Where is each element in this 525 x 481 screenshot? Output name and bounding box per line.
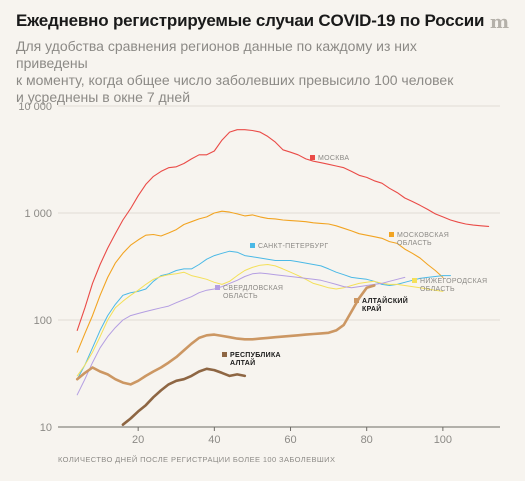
series-marker (354, 298, 359, 303)
series-line (76, 129, 490, 331)
x-tick-label: 80 (361, 434, 373, 446)
series-line (76, 272, 406, 396)
series-label: ОБЛАСТЬ (223, 293, 258, 300)
series-label: САНКТ-ПЕТЕРБУРГ (258, 243, 328, 250)
series-marker (222, 352, 227, 357)
x-tick-label: 100 (434, 434, 452, 446)
series-label: НИЖЕГОРОДСКАЯ (420, 278, 487, 285)
chart-subtitle: Для удобства сравнения регионов данные п… (16, 38, 486, 106)
chart-header: Ежедневно регистрируемые случаи COVID-19… (16, 10, 486, 106)
x-tick-label: 20 (132, 434, 144, 446)
series-marker (412, 278, 417, 283)
series-label: ОБЛАСТЬ (397, 240, 432, 247)
series-marker (389, 232, 394, 237)
y-tick-label: 100 (34, 315, 52, 327)
series-label: АЛТАЙСКИЙ (362, 296, 408, 305)
series-line (76, 210, 444, 353)
brand-logo-icon: m (489, 12, 509, 33)
series-label: АЛТАЙ (230, 358, 255, 367)
series-label: МОСКВА (318, 155, 349, 162)
series-line (76, 250, 451, 380)
chart-title: Ежедневно регистрируемые случаи COVID-19… (16, 11, 485, 30)
series-label: КРАЙ (362, 304, 382, 313)
series-label: МОСКОВСКАЯ (397, 232, 449, 239)
y-tick-label: 10 (40, 422, 52, 434)
subtitle-line: к моменту, когда общее число заболевших … (16, 72, 454, 88)
series-line (121, 367, 247, 426)
series-marker (250, 243, 255, 248)
series-marker (215, 285, 220, 290)
x-axis-label: КОЛИЧЕСТВО ДНЕЙ ПОСЛЕ РЕГИСТРАЦИИ БОЛЕЕ … (58, 455, 335, 464)
series-label: СВЕРДЛОВСКАЯ (223, 285, 283, 292)
subtitle-line: и усреднены в окне 7 дней (16, 89, 191, 105)
series-label: ОБЛАСТЬ (420, 286, 455, 293)
series-line (75, 284, 376, 386)
series-label: РЕСПУБЛИКА (230, 352, 281, 359)
y-tick-label: 1 000 (24, 208, 52, 220)
subtitle-line: Для удобства сравнения регионов данные п… (16, 38, 417, 71)
x-tick-label: 40 (208, 434, 220, 446)
x-tick-label: 60 (284, 434, 296, 446)
series-marker (310, 155, 315, 160)
y-tick-label: 10 000 (18, 101, 52, 113)
